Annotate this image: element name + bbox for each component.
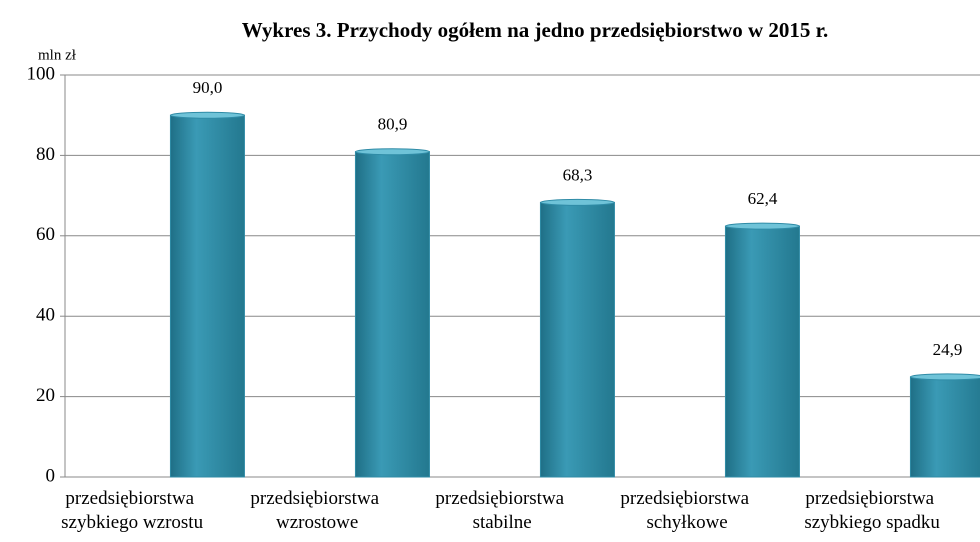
value-label: 90,0	[193, 78, 223, 97]
y-tick-label: 80	[36, 144, 55, 165]
bar	[539, 198, 615, 478]
value-label: 24,9	[933, 340, 963, 359]
y-tick-label: 40	[36, 305, 55, 326]
x-tick-label: przedsiębiorstwa stabilne	[435, 488, 564, 533]
y-tick-label: 100	[27, 63, 56, 84]
y-tick-label: 60	[36, 224, 55, 245]
x-tick-label: przedsiębiorstwa szybkiego wzrostu	[56, 488, 203, 533]
x-tick-label: przedsiębiorstwa wzrostowe	[250, 488, 379, 533]
y-tick-label: 0	[46, 465, 56, 486]
chart-title: Wykres 3. Przychody ogółem na jedno prze…	[242, 18, 829, 42]
y-tick-label: 20	[36, 385, 55, 406]
bar	[909, 373, 980, 478]
bar	[724, 222, 800, 478]
x-tick-label: przedsiębiorstwa szybkiego spadku	[800, 488, 941, 533]
y-axis-label: mln zł	[38, 47, 77, 63]
bar	[354, 148, 430, 478]
value-label: 80,9	[378, 115, 408, 134]
x-tick-label: przedsiębiorstwa schyłkowe	[620, 488, 749, 533]
value-label: 62,4	[748, 189, 778, 208]
bar	[169, 111, 245, 478]
value-label: 68,3	[563, 165, 593, 184]
